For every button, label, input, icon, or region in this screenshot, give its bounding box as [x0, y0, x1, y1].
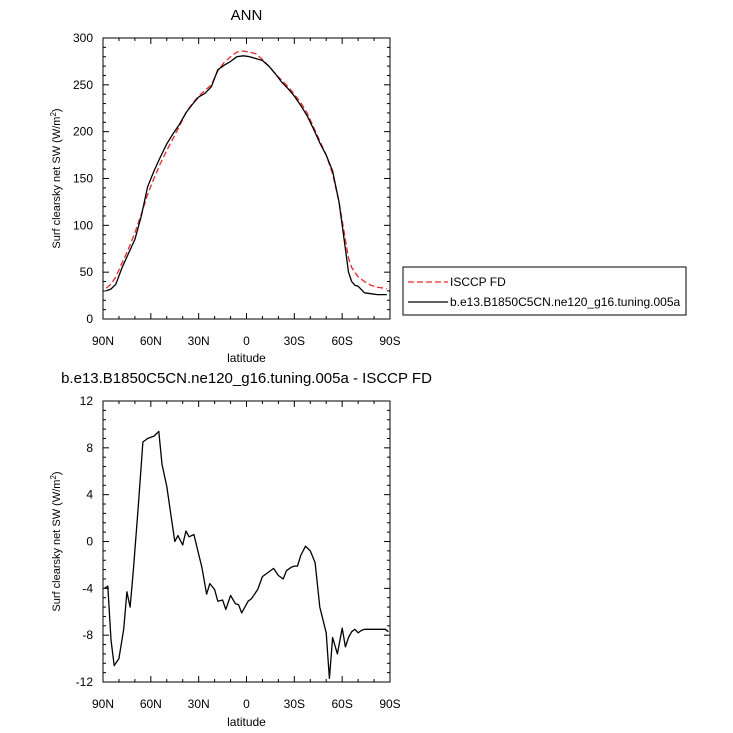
bottom-x-tick-label: 60S — [331, 697, 352, 711]
top-series-line-0 — [105, 50, 387, 290]
top-title: ANN — [231, 7, 263, 24]
top-y-axis-label-main: Surf clearsky net SW (W/m — [51, 117, 63, 249]
bottom-x-ticks: 90N 60N 30N 0 30S 60S 90S — [92, 401, 401, 711]
top-y-tick-label: 300 — [73, 31, 93, 45]
top-y-axis-label-close: ) — [51, 108, 63, 112]
top-series-line-1 — [105, 55, 387, 296]
bottom-y-tick-label: -4 — [82, 581, 93, 595]
top-x-axis-label: latitude — [227, 351, 266, 365]
bottom-y-axis-label-main: Surf clearsky net SW (W/m — [51, 480, 63, 612]
legend-box — [402, 266, 687, 316]
top-y-axis-label: Surf clearsky net SW (W/m2) — [49, 108, 63, 248]
top-y-tick-label: 100 — [73, 218, 93, 232]
top-y-tick-label: 50 — [80, 265, 94, 279]
bottom-x-tick-label: 30S — [284, 697, 305, 711]
top-y-tick-label: 150 — [73, 172, 93, 186]
bottom-y-axis-label-close: ) — [51, 471, 63, 475]
top-x-tick-label: 30N — [188, 334, 210, 348]
legend-label-model: b.e13.B1850C5CN.ne120_g16.tuning.005a — [450, 295, 681, 309]
top-y-ticks: 0 50 100 150 200 250 300 — [73, 31, 390, 326]
bottom-y-axis-label: Surf clearsky net SW (W/m2) — [49, 471, 63, 611]
bottom-y-tick-label: -8 — [82, 628, 93, 642]
bottom-y-tick-label: 0 — [86, 535, 93, 549]
top-x-tick-label: 90S — [379, 334, 400, 348]
bottom-y-tick-label: 4 — [86, 488, 93, 502]
bottom-y-tick-label: 8 — [86, 441, 93, 455]
bottom-series-layer — [104, 430, 389, 680]
legend-label-isccp: ISCCP FD — [450, 275, 506, 289]
bottom-series-line-0 — [104, 430, 389, 680]
bottom-x-tick-label: 30N — [188, 697, 210, 711]
top-x-ticks: 90N 60N 30N 0 30S 60S 90S — [92, 38, 401, 348]
top-y-tick-label: 200 — [73, 125, 93, 139]
top-x-tick-label: 0 — [243, 334, 250, 348]
top-plot-frame — [102, 37, 391, 320]
bottom-plot-frame — [102, 400, 391, 683]
top-y-tick-label: 250 — [73, 78, 93, 92]
bottom-y-tick-label: -12 — [76, 675, 94, 689]
legend: ISCCP FD b.e13.B1850C5CN.ne120_g16.tunin… — [402, 266, 687, 316]
bottom-y-axis-label-sup: 2 — [49, 475, 58, 480]
bottom-x-tick-label: 90N — [92, 697, 114, 711]
bottom-y-tick-label: 12 — [80, 394, 94, 408]
bottom-title: b.e13.B1850C5CN.ne120_g16.tuning.005a - … — [61, 370, 432, 387]
top-series-layer — [105, 50, 387, 296]
bottom-x-tick-label: 0 — [243, 697, 250, 711]
top-x-tick-label: 60S — [331, 334, 352, 348]
top-x-tick-label: 90N — [92, 334, 114, 348]
bottom-y-ticks: -12 -8 -4 0 4 8 12 — [76, 394, 390, 689]
panel-bottom: b.e13.B1850C5CN.ne120_g16.tuning.005a - … — [49, 370, 432, 729]
top-y-tick-label: 0 — [86, 312, 93, 326]
top-x-tick-label: 60N — [140, 334, 162, 348]
bottom-x-tick-label: 60N — [140, 697, 162, 711]
bottom-x-tick-label: 90S — [379, 697, 400, 711]
bottom-x-axis-label: latitude — [227, 715, 266, 729]
top-y-axis-label-sup: 2 — [49, 112, 58, 117]
top-x-tick-label: 30S — [284, 334, 305, 348]
